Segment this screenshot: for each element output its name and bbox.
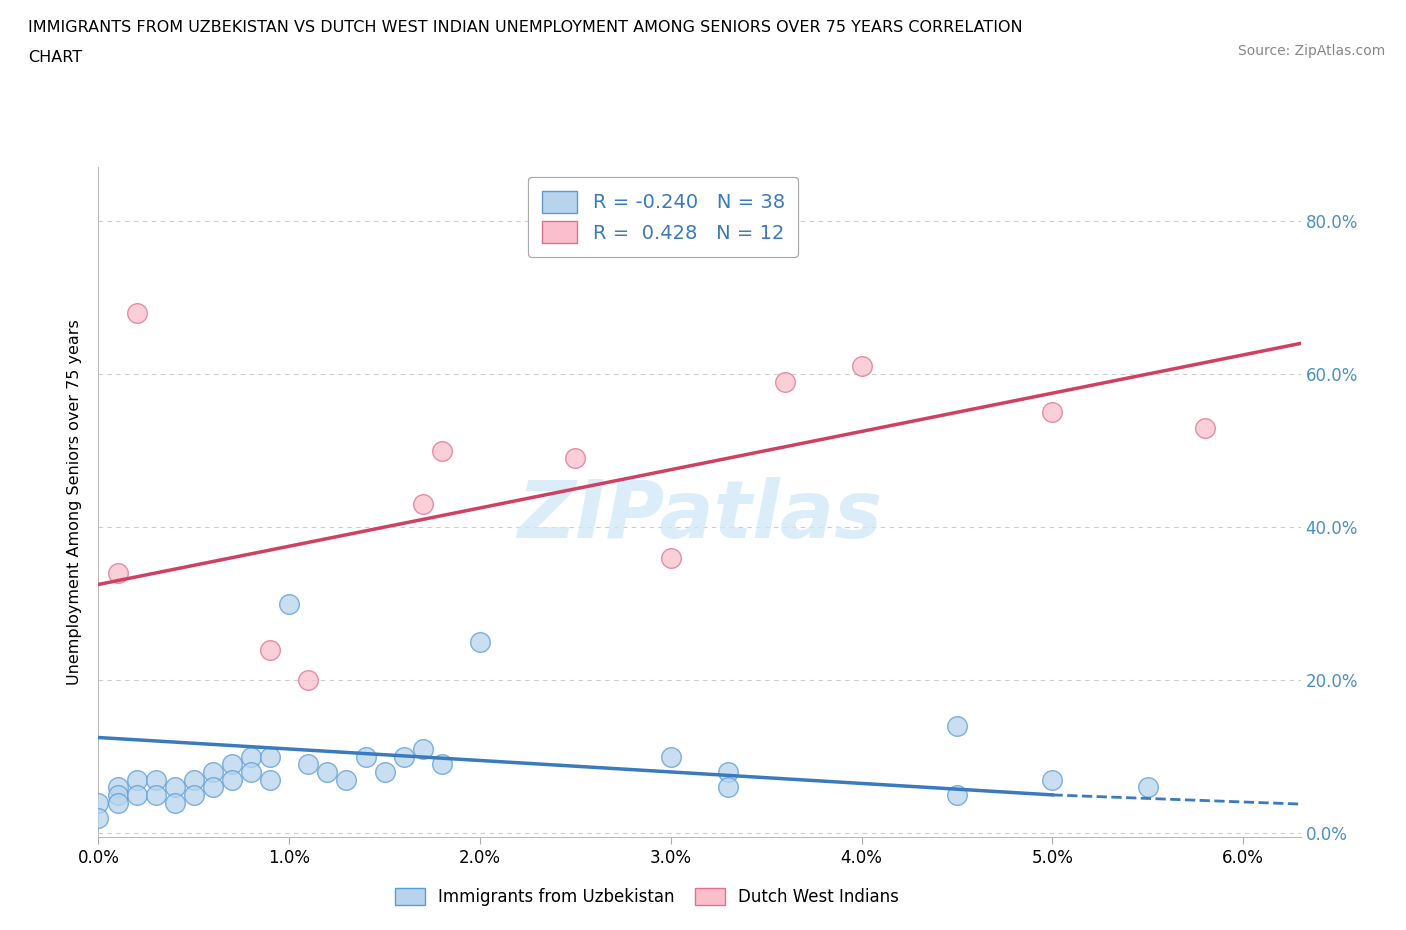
Point bbox=[183, 772, 205, 787]
Point bbox=[659, 551, 682, 565]
Point bbox=[851, 359, 873, 374]
Point bbox=[335, 772, 357, 787]
Point bbox=[354, 750, 377, 764]
Point bbox=[107, 788, 129, 803]
Point bbox=[221, 772, 243, 787]
Point bbox=[125, 772, 148, 787]
Point bbox=[430, 757, 453, 772]
Point bbox=[125, 305, 148, 320]
Point bbox=[183, 788, 205, 803]
Point bbox=[145, 788, 167, 803]
Point bbox=[717, 764, 740, 779]
Point bbox=[107, 565, 129, 580]
Point bbox=[1042, 405, 1064, 419]
Point bbox=[412, 741, 434, 756]
Point bbox=[259, 750, 281, 764]
Point bbox=[374, 764, 396, 779]
Legend: R = -0.240   N = 38, R =  0.428   N = 12: R = -0.240 N = 38, R = 0.428 N = 12 bbox=[529, 177, 799, 257]
Point bbox=[259, 642, 281, 657]
Text: ZIPatlas: ZIPatlas bbox=[517, 476, 882, 554]
Point bbox=[412, 497, 434, 512]
Point bbox=[297, 757, 319, 772]
Point bbox=[87, 795, 110, 810]
Point bbox=[87, 810, 110, 825]
Point bbox=[316, 764, 339, 779]
Point bbox=[163, 795, 186, 810]
Legend: Immigrants from Uzbekistan, Dutch West Indians: Immigrants from Uzbekistan, Dutch West I… bbox=[388, 881, 905, 912]
Point bbox=[468, 634, 491, 649]
Text: CHART: CHART bbox=[28, 50, 82, 65]
Point bbox=[240, 764, 263, 779]
Point bbox=[107, 780, 129, 795]
Point bbox=[125, 788, 148, 803]
Point bbox=[259, 772, 281, 787]
Point bbox=[1136, 780, 1159, 795]
Point bbox=[221, 757, 243, 772]
Text: Source: ZipAtlas.com: Source: ZipAtlas.com bbox=[1237, 44, 1385, 58]
Point bbox=[392, 750, 415, 764]
Point bbox=[145, 772, 167, 787]
Point bbox=[775, 374, 797, 389]
Point bbox=[430, 443, 453, 458]
Y-axis label: Unemployment Among Seniors over 75 years: Unemployment Among Seniors over 75 years bbox=[67, 319, 83, 685]
Point bbox=[297, 672, 319, 687]
Point bbox=[278, 596, 301, 611]
Point bbox=[201, 764, 224, 779]
Point bbox=[107, 795, 129, 810]
Point bbox=[946, 719, 969, 734]
Point bbox=[240, 750, 263, 764]
Point bbox=[201, 780, 224, 795]
Point bbox=[946, 788, 969, 803]
Point bbox=[1042, 772, 1064, 787]
Point bbox=[659, 750, 682, 764]
Point bbox=[717, 780, 740, 795]
Point bbox=[564, 451, 586, 466]
Text: IMMIGRANTS FROM UZBEKISTAN VS DUTCH WEST INDIAN UNEMPLOYMENT AMONG SENIORS OVER : IMMIGRANTS FROM UZBEKISTAN VS DUTCH WEST… bbox=[28, 20, 1022, 35]
Point bbox=[163, 780, 186, 795]
Point bbox=[1194, 420, 1216, 435]
